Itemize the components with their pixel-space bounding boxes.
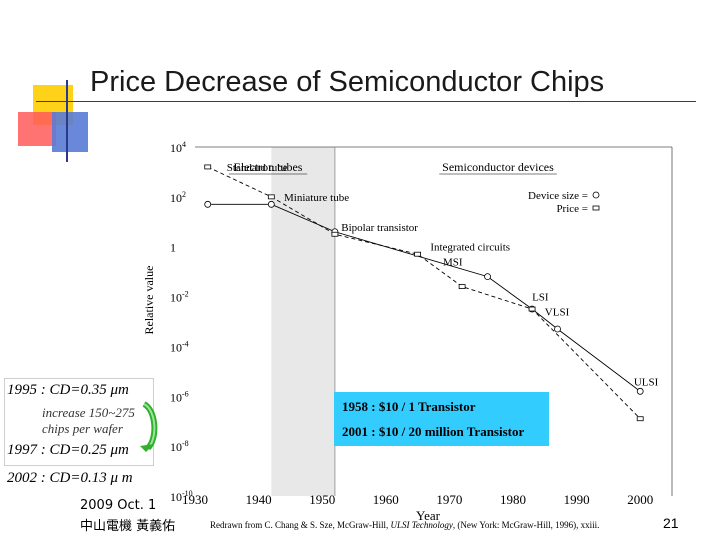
y-tick-exponent: -6 (182, 389, 189, 398)
y-tick-label: 1 (170, 241, 176, 255)
note-2002: 2002 : CD=0.13 μ m (7, 470, 133, 486)
y-tick-exponent: -4 (182, 339, 189, 348)
y-tick-label: 10-6 (170, 389, 189, 404)
y-tick-exponent: -8 (182, 439, 189, 448)
note-1995-box (4, 378, 154, 466)
region-label: Semiconductor devices (442, 160, 554, 174)
y-tick-label: 10-2 (170, 290, 189, 305)
deco-horizontal-line (36, 101, 696, 102)
x-tick-label: 1980 (500, 492, 526, 507)
note-increase-line2: chips per wafer (42, 421, 123, 436)
x-tick-label: 1990 (564, 492, 590, 507)
note-increase-line1: increase 150~275 (42, 405, 135, 420)
date-line: 2009 Oct. 1 (80, 498, 157, 513)
price-point (267, 194, 275, 200)
x-tick-label: 1930 (182, 492, 208, 507)
price-point (204, 164, 212, 170)
y-tick-label: 10-4 (170, 339, 189, 354)
y-tick-exponent: 4 (182, 140, 186, 149)
x-tick-label: 2000 (627, 492, 653, 507)
y-tick-exponent: -2 (182, 290, 189, 299)
credit-italic: ULSI Technology (390, 520, 453, 530)
annotation-label: Miniature tube (284, 192, 349, 204)
deco-red-square (18, 112, 56, 146)
price-point (636, 416, 644, 422)
annotation-label: LSI (532, 292, 549, 304)
device-size-point (554, 325, 561, 333)
note-1997: 1997 : CD=0.25 μm (7, 442, 129, 458)
credit-prefix: Redrawn from C. Chang & S. Sze, McGraw-H… (210, 520, 391, 530)
annotation-label: ULSI (634, 376, 659, 388)
deco-vertical-line (66, 80, 68, 162)
device-size-point (636, 387, 644, 395)
note-1995: 1995 : CD=0.35 μm (7, 382, 129, 398)
annotation-label: Integrated circuits (430, 242, 510, 254)
y-tick-label: 10-8 (170, 439, 189, 454)
price-2001: 2001 : $10 / 20 million Transistor (342, 424, 525, 439)
region-shading (271, 147, 335, 496)
y-tick-label: 102 (170, 190, 186, 205)
green-arrow-icon (140, 401, 158, 452)
page-number: 21 (663, 515, 679, 531)
legend-device-size: Device size = (528, 190, 588, 202)
device-size-point (484, 273, 491, 281)
x-tick-label: 1950 (309, 492, 335, 507)
x-tick-label: 1960 (373, 492, 399, 507)
price-1958: 1958 : $10 / 1 Transistor (342, 399, 476, 414)
credit-suffix: , (New York: McGraw-Hill, 1996), xxiii. (452, 520, 600, 530)
x-tick-label: 1940 (246, 492, 272, 507)
device-size-point (204, 200, 212, 208)
legend-price: Price = (556, 203, 588, 215)
device-size-point (267, 200, 275, 208)
y-tick-exponent: 2 (182, 190, 186, 199)
author-line: 中山電機 黃義佑 (80, 519, 176, 534)
annotation-label: MSI (443, 257, 463, 269)
region-electron-tubes (271, 147, 335, 496)
price-point (414, 251, 422, 257)
credit-line: Redrawn from C. Chang & S. Sze, McGraw-H… (210, 520, 599, 530)
label-layer: Electron tubes Semiconductor devices 104 10… (142, 140, 659, 523)
y-axis-label: Relative value (142, 266, 156, 335)
legend-square-marker (592, 205, 600, 211)
price-point (458, 284, 466, 290)
slide-title: Price Decrease of Semiconductor Chips (90, 66, 605, 98)
series-layer (204, 164, 644, 422)
legend-circle-marker (592, 191, 600, 199)
deco-blue-square (52, 112, 88, 152)
price-highlight-box: 1958 : $10 / 1 Transistor 2001 : $10 / 2… (334, 392, 549, 446)
region-label: Electron tubes (234, 160, 303, 174)
x-tick-label: 1970 (436, 492, 462, 507)
y-tick-exponent: -10 (182, 489, 193, 498)
y-tick-label: 104 (170, 140, 186, 155)
price-point (331, 231, 339, 237)
x-axis-label: Year (416, 508, 441, 523)
annotation-label: Bipolar transistor (341, 222, 418, 234)
annotation-label: Standard tube (227, 162, 288, 174)
price-point (528, 306, 536, 312)
annotation-label: VLSI (545, 307, 570, 319)
